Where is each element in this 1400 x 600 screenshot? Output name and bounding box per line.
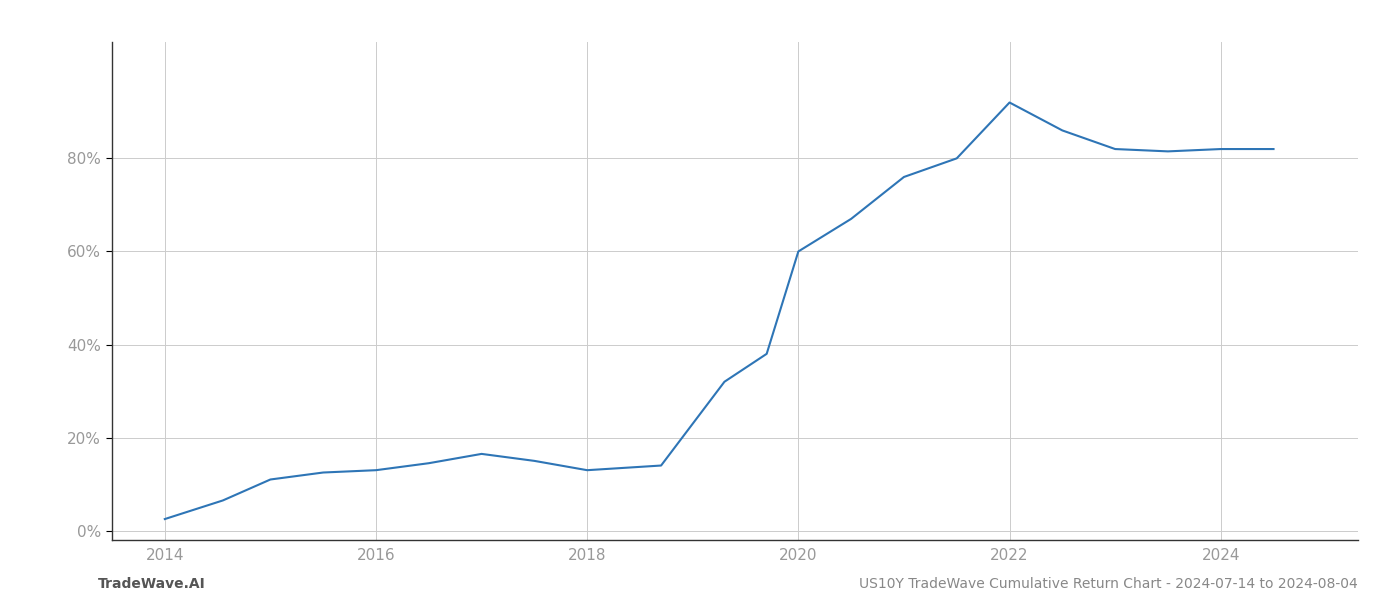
Text: TradeWave.AI: TradeWave.AI xyxy=(98,577,206,591)
Text: US10Y TradeWave Cumulative Return Chart - 2024-07-14 to 2024-08-04: US10Y TradeWave Cumulative Return Chart … xyxy=(860,577,1358,591)
